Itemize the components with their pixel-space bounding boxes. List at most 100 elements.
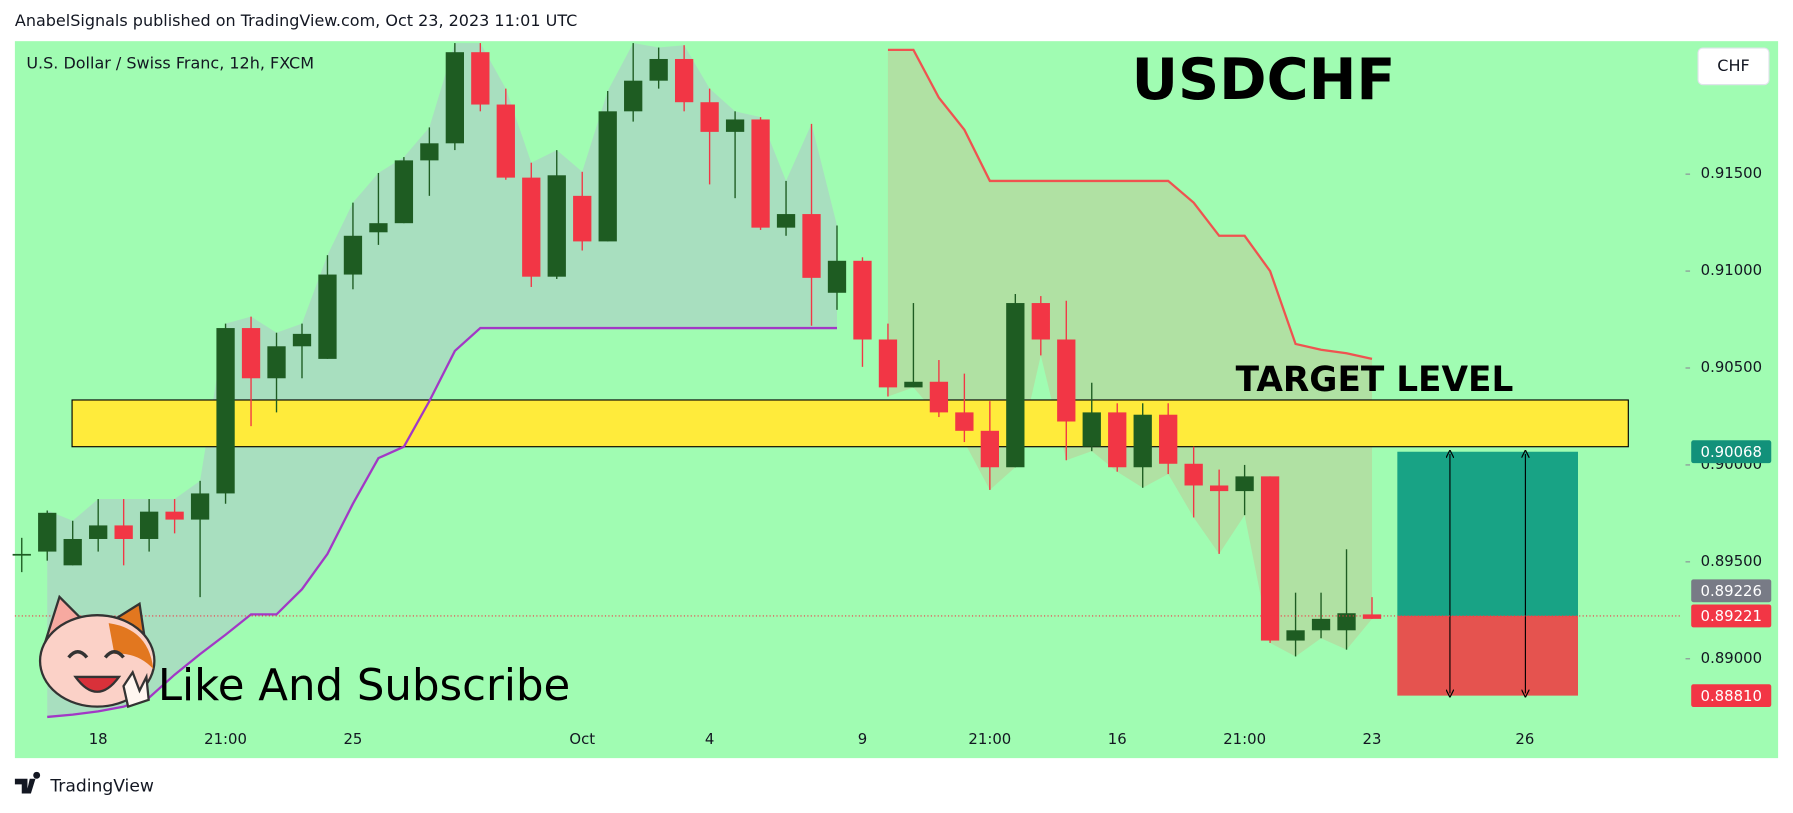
y-tick-label: 0.91000 (1701, 261, 1762, 279)
x-tick-label: 21:00 (204, 730, 247, 748)
candle-body (1184, 463, 1203, 486)
candle-body (955, 412, 974, 431)
indicator-line (47, 326, 837, 719)
candle-body (369, 223, 388, 233)
candle-body (190, 493, 210, 520)
candle-body (394, 160, 414, 224)
candle-body (38, 512, 57, 552)
x-tick-label: Oct (569, 730, 595, 748)
x-tick-label: 9 (858, 730, 867, 748)
price-label-box (1691, 604, 1772, 628)
candle-body (1082, 412, 1101, 447)
candle-body (725, 119, 745, 132)
indicator-fills (47, 43, 1372, 717)
candle-body (1133, 414, 1152, 468)
candle-body (674, 58, 694, 103)
footer-logo: TradingView (49, 777, 154, 797)
candle-body (343, 235, 363, 275)
candle-body (1362, 614, 1382, 619)
candle-body (827, 260, 847, 293)
currency-label[interactable]: CHF (1717, 56, 1749, 75)
candle-body (1260, 476, 1280, 641)
y-tick-label: 0.89500 (1701, 552, 1762, 570)
candle-body (267, 346, 286, 379)
x-tick-label: 26 (1515, 730, 1534, 748)
symbol-info: U.S. Dollar / Swiss Franc, 12h, FXCM (26, 54, 314, 73)
candle-body (89, 525, 108, 539)
candle-body (649, 58, 668, 81)
candle-body (1057, 339, 1076, 422)
profit-zone (1397, 451, 1579, 616)
candle-body (1311, 618, 1331, 631)
price-label-box (1691, 684, 1772, 708)
candle-body (445, 52, 464, 144)
y-tick-label: 0.89000 (1701, 649, 1762, 667)
candle-body (216, 328, 235, 494)
x-tick-label: 4 (705, 730, 714, 748)
price-label-box (1691, 579, 1772, 603)
y-tick-label: 0.91500 (1701, 164, 1762, 182)
candle-body (1031, 303, 1050, 340)
candle-body (802, 214, 821, 278)
candle-body (573, 195, 592, 242)
candle-body (878, 339, 898, 388)
target-zone (71, 399, 1629, 448)
price-label: 0.89226 (1700, 582, 1761, 600)
indicator-cloud (887, 49, 1372, 657)
candle-body (624, 80, 643, 112)
indicator-line (887, 48, 1373, 361)
annotation: Like And Subscribe (158, 661, 570, 711)
candle-body (929, 381, 949, 413)
candle-body (292, 333, 312, 347)
price-label: 0.90068 (1700, 443, 1761, 461)
candle-body (114, 525, 133, 539)
candle-body (241, 328, 261, 379)
x-tick-label: 21:00 (1223, 730, 1266, 748)
loss-zone (1397, 615, 1579, 696)
candle-body (1209, 485, 1229, 492)
price-label: 0.89221 (1700, 607, 1761, 625)
currency-button[interactable] (1697, 47, 1770, 86)
mascot (38, 594, 156, 709)
candle-body (139, 511, 159, 539)
candle-body (547, 175, 566, 277)
y-tick-label: 0.90500 (1701, 358, 1762, 376)
candle-body (1337, 613, 1356, 631)
candle-body (63, 538, 82, 566)
x-tick-label: 25 (343, 730, 362, 748)
candle-body (1006, 303, 1025, 468)
x-tick-label: 21:00 (968, 730, 1011, 748)
candle-body (522, 177, 541, 277)
candle-body (318, 274, 337, 359)
candle-body (700, 102, 719, 132)
candle-body (598, 111, 617, 242)
price-label-box (1691, 440, 1772, 464)
candle-body (12, 553, 31, 556)
candle-body (471, 52, 490, 105)
position-tool (14, 451, 1681, 696)
candle-body (776, 214, 796, 228)
candle-body (1108, 412, 1127, 468)
candle-body (751, 119, 770, 228)
x-tick-label: 16 (1108, 730, 1127, 748)
candle-body (420, 143, 439, 161)
candle-body (1159, 414, 1178, 464)
candle-body (853, 260, 872, 340)
tradingview-logo (14, 771, 41, 794)
candle-body (1286, 630, 1305, 641)
indicator-cloud (47, 43, 837, 717)
indicator-lines (47, 48, 1373, 719)
candle-body (1235, 476, 1254, 492)
chart-title: USDCHF (1132, 47, 1396, 113)
candle-body (165, 511, 184, 520)
axes: 0.890000.895000.900000.905000.910000.915… (89, 164, 1772, 748)
x-tick-label: 18 (89, 730, 108, 748)
candle-body (904, 381, 923, 388)
zone-label: TARGET LEVEL (1236, 360, 1514, 400)
price-label: 0.88810 (1700, 687, 1761, 705)
header: AnabelSignals published on TradingView.c… (15, 11, 577, 30)
zone-layer: TARGET LEVEL (71, 360, 1629, 448)
x-tick-label: 23 (1363, 730, 1382, 748)
